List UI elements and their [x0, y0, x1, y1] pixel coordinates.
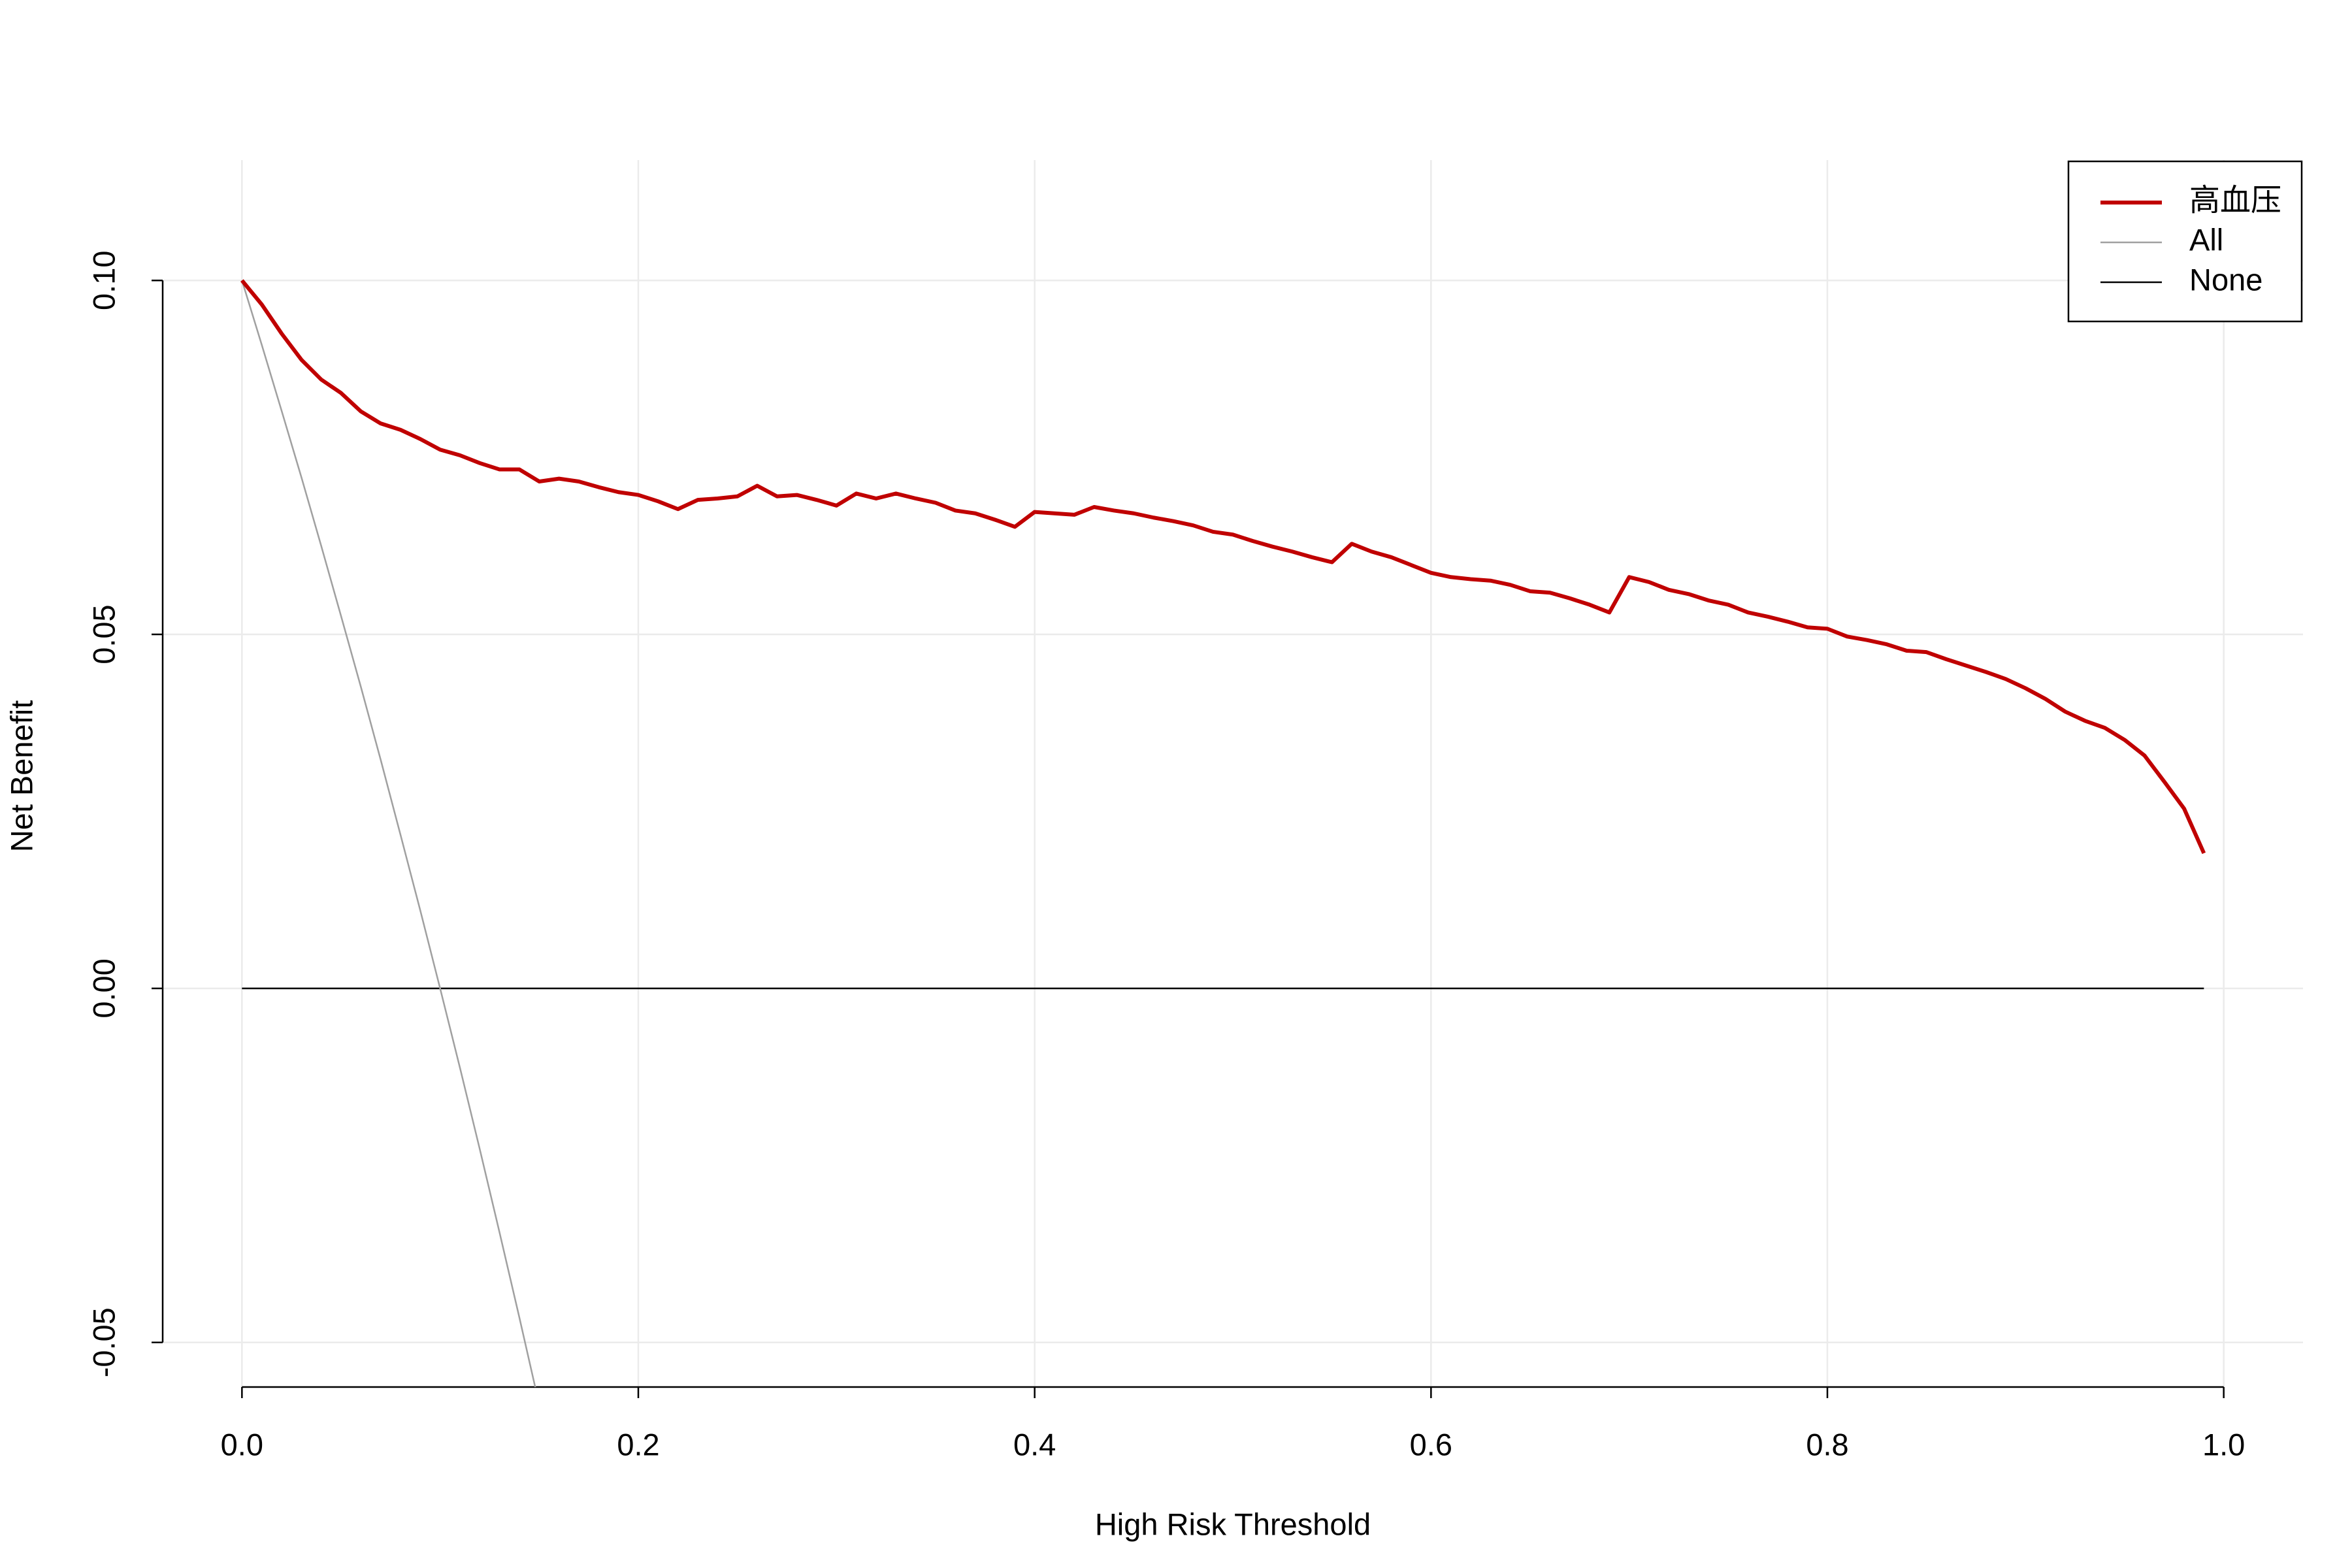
y-tick-label: -0.05: [86, 1307, 121, 1377]
x-tick-label: 0.6: [1410, 1427, 1452, 1462]
legend-label: 高血压: [2189, 182, 2281, 217]
x-axis-title: High Risk Threshold: [1095, 1507, 1371, 1541]
series-line: [241, 280, 536, 1387]
y-tick-label: 0.00: [86, 958, 121, 1018]
legend-label: All: [2189, 222, 2223, 257]
y-tick-label: 0.05: [86, 604, 121, 664]
x-tick-label: 0.0: [221, 1427, 263, 1462]
y-axis-title: Net Benefit: [4, 700, 39, 853]
series-line: [240, 279, 2206, 855]
x-tick-label: 0.8: [1806, 1427, 1848, 1462]
y-tick-label: 0.10: [86, 250, 121, 310]
x-tick-label: 0.2: [617, 1427, 659, 1462]
legend-box: [2067, 160, 2303, 323]
legend-label: None: [2189, 262, 2262, 297]
x-tick-label: 0.4: [1013, 1427, 1056, 1462]
plot-area: [240, 279, 2206, 1387]
x-tick-label: 1.0: [2202, 1427, 2245, 1462]
